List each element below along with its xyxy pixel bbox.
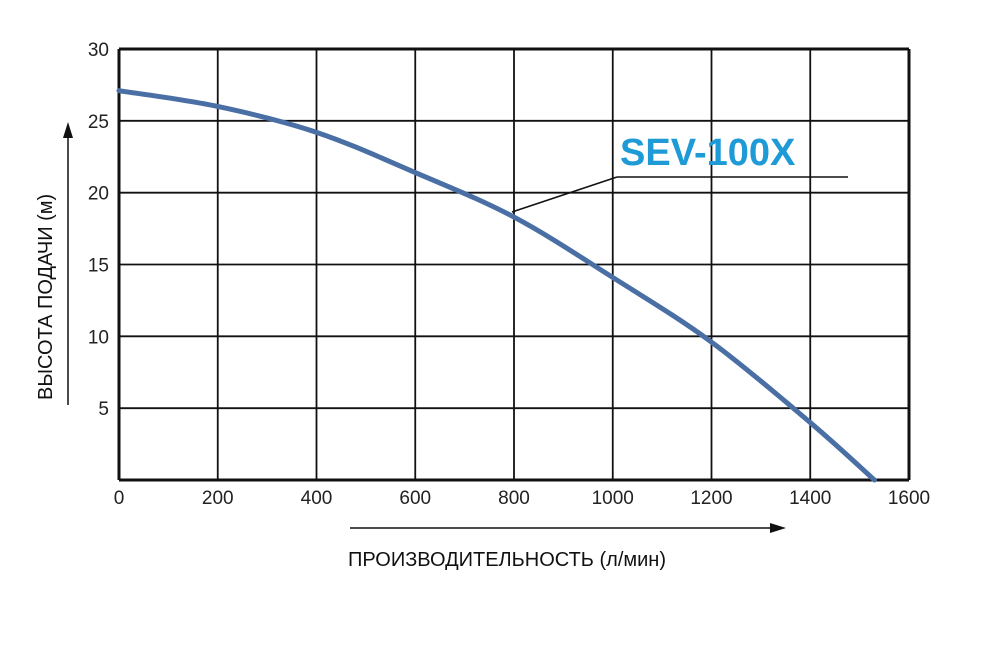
y-axis-arrowhead-icon <box>63 122 73 138</box>
x-tick-label: 0 <box>114 488 125 509</box>
x-tick-label: 1600 <box>888 488 930 509</box>
x-tick-label: 400 <box>301 488 333 509</box>
x-tick-label: 200 <box>202 488 234 509</box>
series-label: SEV-100X <box>620 132 796 174</box>
annotation-leader-line <box>511 176 618 213</box>
y-tick-label: 10 <box>88 327 109 348</box>
y-axis-label: ВЫСОТА ПОДАЧИ (м) <box>35 194 57 400</box>
y-tick-label: 20 <box>88 184 109 205</box>
y-tick-label: 25 <box>88 112 109 133</box>
x-tick-label: 1400 <box>789 488 831 509</box>
series <box>116 88 877 483</box>
grid <box>117 47 911 482</box>
x-axis-arrowhead-icon <box>770 523 786 533</box>
y-tick-label: 30 <box>88 40 109 61</box>
ticks: 0 200 400 600 800 1000 1200 1400 1600 5 10 15 20 25 30 <box>88 40 930 509</box>
y-tick-label: 5 <box>98 399 109 420</box>
x-tick-label: 1200 <box>690 488 732 509</box>
x-tick-label: 600 <box>399 488 431 509</box>
x-axis-label: ПРОИЗВОДИТЕЛЬНОСТЬ (л/мин) <box>348 549 666 571</box>
x-tick-label: 1000 <box>592 488 634 509</box>
y-tick-label: 15 <box>88 256 109 277</box>
x-tick-label: 800 <box>498 488 530 509</box>
